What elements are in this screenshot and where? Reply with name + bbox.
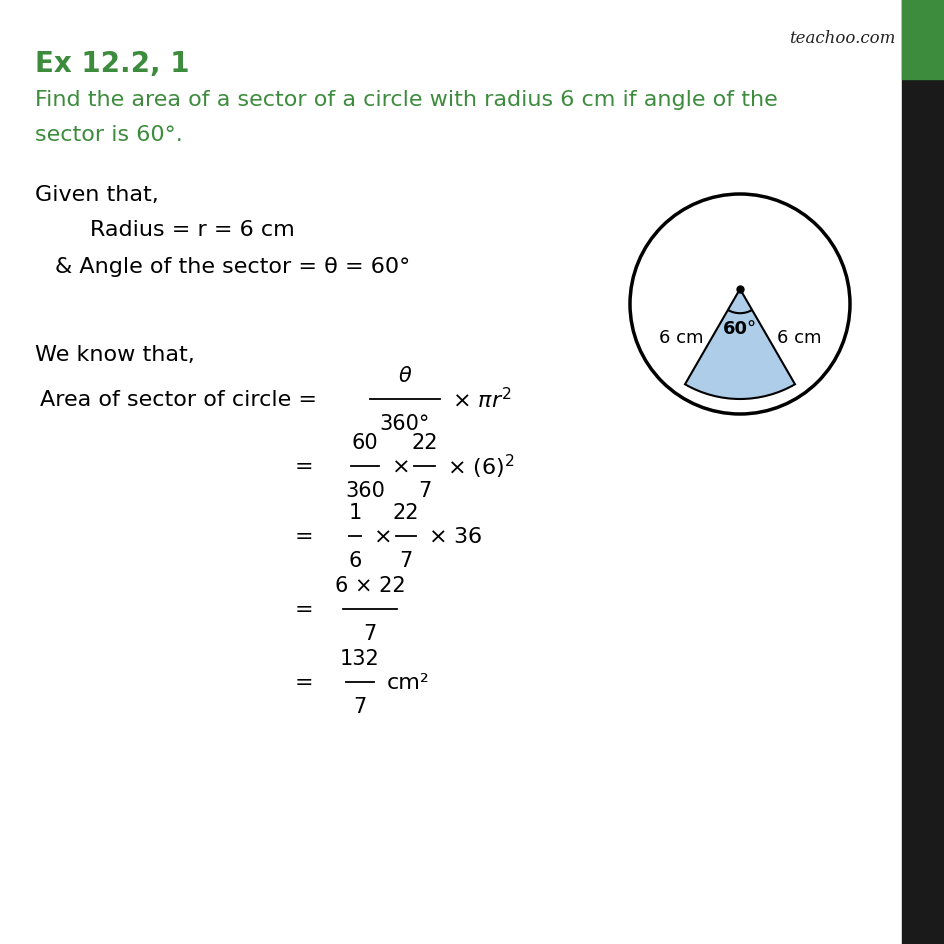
Text: 360°: 360° xyxy=(379,413,430,433)
Text: 6 cm: 6 cm xyxy=(658,329,702,346)
Text: =: = xyxy=(295,457,313,477)
Text: sector is 60°.: sector is 60°. xyxy=(35,125,182,144)
Text: =: = xyxy=(295,599,313,619)
Text: 132: 132 xyxy=(340,649,379,668)
Text: Radius = r = 6 cm: Radius = r = 6 cm xyxy=(90,220,295,240)
Bar xyxy=(902,0,944,80)
Text: $\times$: $\times$ xyxy=(373,527,390,547)
Text: 7: 7 xyxy=(399,550,413,570)
Text: 6 × 22: 6 × 22 xyxy=(334,576,405,596)
Text: 7: 7 xyxy=(353,697,366,716)
Text: 22: 22 xyxy=(411,432,437,452)
Text: 22: 22 xyxy=(393,502,419,522)
Text: $\times$ $\pi r^2$: $\times$ $\pi r^2$ xyxy=(451,387,511,413)
Text: 7: 7 xyxy=(363,623,377,643)
Text: 60°: 60° xyxy=(722,320,756,338)
Text: 1: 1 xyxy=(348,502,362,522)
Text: Given that,: Given that, xyxy=(35,185,159,205)
Text: teachoo.com: teachoo.com xyxy=(788,30,894,47)
Text: 6 cm: 6 cm xyxy=(776,329,820,346)
Text: 6: 6 xyxy=(348,550,362,570)
Text: We know that,: We know that, xyxy=(35,345,194,364)
Text: 7: 7 xyxy=(417,480,430,500)
Text: 60: 60 xyxy=(351,432,378,452)
Text: $\times$: $\times$ xyxy=(391,457,409,477)
Bar xyxy=(902,0,944,944)
Wedge shape xyxy=(684,290,794,399)
Text: Find the area of a sector of a circle with radius 6 cm if angle of the: Find the area of a sector of a circle wi… xyxy=(35,90,777,110)
Text: Area of sector of circle =: Area of sector of circle = xyxy=(40,390,324,410)
Text: 360: 360 xyxy=(345,480,384,500)
Text: $\times$ 36: $\times$ 36 xyxy=(428,527,482,547)
Text: =: = xyxy=(295,672,313,692)
Text: =: = xyxy=(295,527,313,547)
Text: & Angle of the sector = θ = 60°: & Angle of the sector = θ = 60° xyxy=(55,257,410,277)
Text: $\times$ $(6)^2$: $\times$ $(6)^2$ xyxy=(447,452,514,480)
Text: cm²: cm² xyxy=(386,672,429,692)
Text: $\theta$: $\theta$ xyxy=(397,365,412,385)
Text: Ex 12.2, 1: Ex 12.2, 1 xyxy=(35,50,190,78)
